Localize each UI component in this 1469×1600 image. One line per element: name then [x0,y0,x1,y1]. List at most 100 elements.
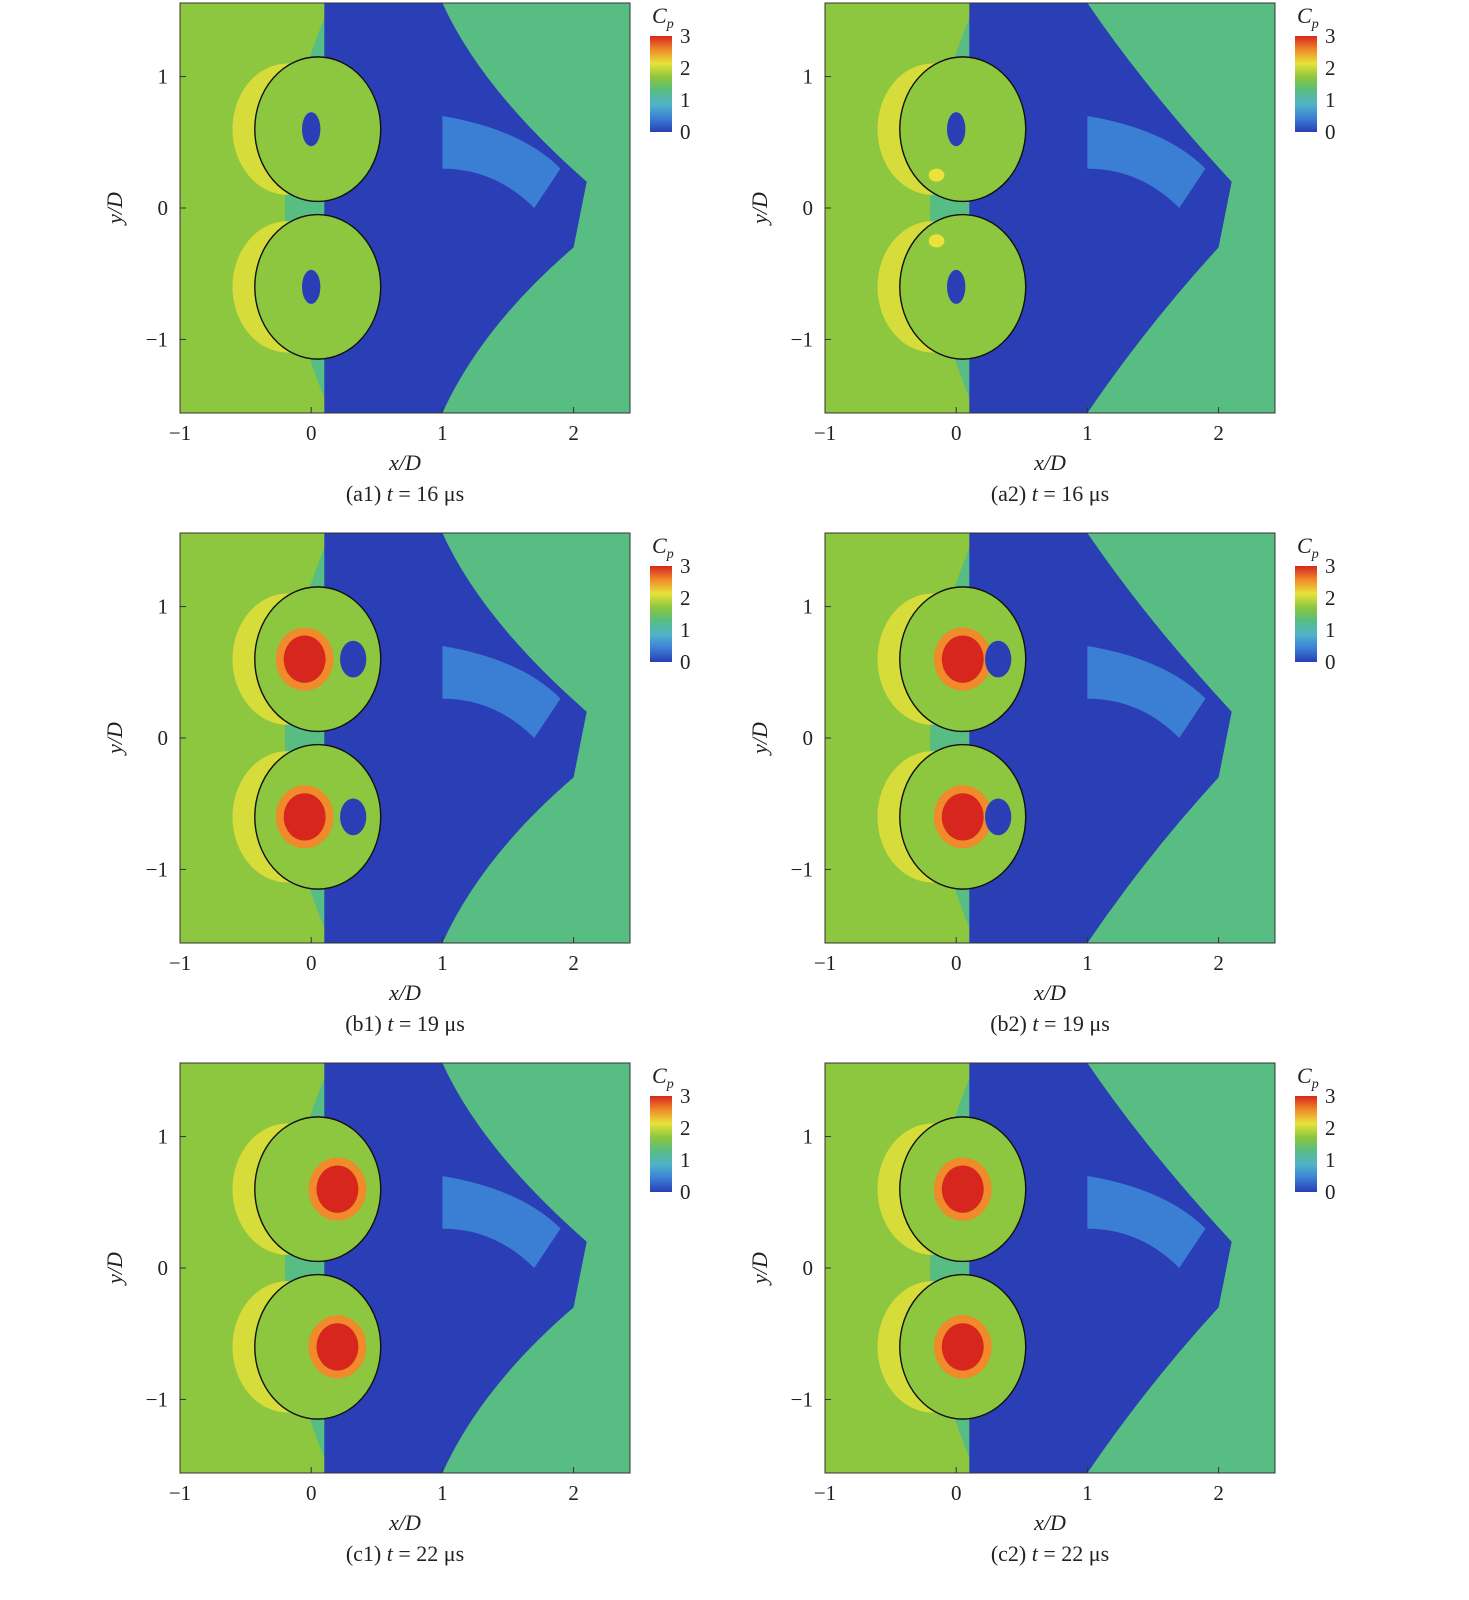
y-axis-label: y/D [102,722,127,756]
colorbar-tick-label: 2 [1325,1116,1336,1140]
x-tick-label: 1 [1082,1481,1093,1505]
field-a1 [180,3,630,413]
y-tick-label: 1 [803,65,814,89]
y-tick-label: −1 [146,327,168,351]
hot-spot [928,234,945,248]
colorbar-label: Cp [652,3,674,32]
pressure-core [283,635,326,683]
low-pressure-pocket [302,112,321,147]
hot-spot [283,168,300,182]
y-tick-label: 1 [158,595,169,619]
colorbar-tick-label: 3 [1325,554,1336,578]
y-tick-label: −1 [791,1387,813,1411]
x-axis-label: x/D [388,1510,421,1535]
x-axis-label: x/D [1033,980,1066,1005]
y-tick-label: 0 [158,726,169,750]
wake-streak [442,1176,561,1268]
expansion-region [969,533,1232,943]
y-tick-label: 0 [803,1256,814,1280]
colorbar-gradient [1295,566,1317,662]
low-pressure-pocket [340,798,367,836]
y-tick-label: −1 [791,857,813,881]
x-axis-label: x/D [1033,1510,1066,1535]
expansion-region [324,3,587,413]
colorbar-label: Cp [652,533,674,562]
colorbar-tick-label: 3 [1325,24,1336,48]
low-pressure-pocket [985,798,1012,836]
x-tick-label: 2 [1213,1481,1224,1505]
panel-caption: (b2) t = 19 μs [990,1011,1110,1036]
y-axis-label: y/D [102,1252,127,1286]
colorbar: Cp 3 2 1 0 [650,533,691,674]
panel-c2: −1 0 1 2 1 0 −1 x/D y/D (c2) t = 22 μs Cp 3 2 1 0 [747,1062,1336,1566]
colorbar-tick-label: 3 [680,24,691,48]
x-tick-label: 1 [437,1481,448,1505]
colorbar-tick-label: 0 [680,650,691,674]
colorbar: Cp 3 2 1 0 [650,3,691,144]
pressure-core [316,1165,359,1213]
pressure-core [941,1323,984,1371]
wake-streak [1087,1176,1206,1268]
x-tick-label: 2 [1213,421,1224,445]
colorbar-tick-label: 1 [1325,88,1336,112]
panel-caption: (b1) t = 19 μs [345,1011,465,1036]
x-tick-label: 2 [568,951,579,975]
colorbar-gradient [1295,1096,1317,1192]
pressure-core [941,635,984,683]
wake-streak [442,646,561,738]
colorbar-label: Cp [1297,533,1319,562]
colorbar: Cp 3 2 1 0 [1295,3,1336,144]
expansion-region [324,533,587,943]
wake-streak [1087,646,1206,738]
low-pressure-pocket [302,269,321,304]
x-axis-label: x/D [388,450,421,475]
x-tick-label: 2 [568,1481,579,1505]
colorbar-tick-label: 2 [680,1116,691,1140]
y-tick-label: −1 [791,327,813,351]
panel-caption: (c2) t = 22 μs [991,1541,1109,1566]
y-axis-label: y/D [747,722,772,756]
colorbar: Cp 3 2 1 0 [1295,1063,1336,1204]
colorbar-tick-label: 0 [1325,650,1336,674]
x-tick-label: 0 [306,1481,317,1505]
colorbar-gradient [650,1096,672,1192]
pressure-core [941,1165,984,1213]
x-tick-label: 1 [1082,951,1093,975]
low-pressure-pocket [985,640,1012,678]
colorbar-tick-label: 1 [680,88,691,112]
x-tick-label: −1 [814,1481,836,1505]
x-tick-label: 0 [951,951,962,975]
colorbar-tick-label: 0 [1325,1180,1336,1204]
panel-caption: (a1) t = 16 μs [346,481,464,506]
y-tick-label: 0 [158,1256,169,1280]
field-b2 [825,533,1275,943]
colorbar-tick-label: 3 [680,554,691,578]
y-tick-label: 1 [803,595,814,619]
x-tick-label: 1 [437,951,448,975]
colorbar-tick-label: 1 [680,618,691,642]
y-axis-label: y/D [102,192,127,226]
x-tick-label: 1 [437,421,448,445]
field-c1 [180,1063,630,1473]
low-pressure-pocket [947,112,966,147]
colorbar-label: Cp [1297,3,1319,32]
x-tick-label: 1 [1082,421,1093,445]
colorbar-gradient [650,566,672,662]
x-axis-label: x/D [388,980,421,1005]
x-tick-label: −1 [169,1481,191,1505]
colorbar-tick-label: 3 [1325,1084,1336,1108]
x-tick-label: 0 [951,421,962,445]
y-tick-label: −1 [146,857,168,881]
colorbar-tick-label: 0 [1325,120,1336,144]
colorbar-gradient [650,36,672,132]
x-tick-label: −1 [169,951,191,975]
x-tick-label: 0 [306,421,317,445]
y-tick-label: 1 [158,1125,169,1149]
x-tick-label: 0 [306,951,317,975]
x-tick-label: −1 [814,951,836,975]
colorbar-tick-label: 1 [680,1148,691,1172]
expansion-region [324,1063,587,1473]
y-tick-label: 0 [158,196,169,220]
hot-spot [283,234,300,248]
